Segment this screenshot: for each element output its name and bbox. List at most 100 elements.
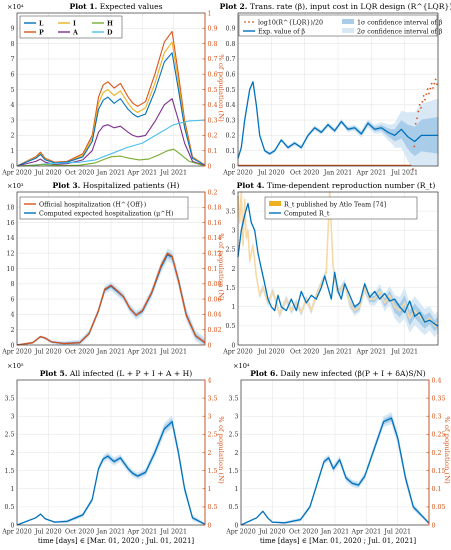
legend-swatch <box>269 201 281 206</box>
legend-swatch-dot <box>252 21 254 23</box>
x-tick-label: Jan 2021 <box>96 349 125 356</box>
x-tick-label: Oct 2020 <box>65 349 94 356</box>
right-tick-label: 0.1 <box>208 266 218 273</box>
x-tick-label: Apr 2021 <box>351 529 382 536</box>
plot-6-chart: 0 0.5 1 1.5 2 2.5 3 3.5 Apr 2020 Jul 2020 Oct 2020… <box>225 377 445 535</box>
legend-box <box>264 196 418 220</box>
right-tick-label: 0.1 <box>208 148 218 155</box>
series-log10-r-lqr-20-dot <box>418 103 421 106</box>
plot-3-title: Plot 3. Hospitalized patients (H) <box>53 181 180 190</box>
x-tick-label: Oct 2020 <box>290 170 319 177</box>
x-tick-label: Oct 2020 <box>65 170 94 177</box>
x-tick-label: Jan 2021 <box>96 529 125 536</box>
plot-6-title-text: Daily new infected (β(P + I + δA)S/N) <box>280 369 425 378</box>
y-tick-label: 2 <box>231 266 235 273</box>
plot-2-title-text: Trans. rate (β), input cost in LQR desig… <box>250 2 451 11</box>
plot-4: Plot 4. Time-dependent reproduction numb… <box>237 181 436 190</box>
series-d <box>16 119 206 167</box>
x-tick-label: Apr 2021 <box>356 349 387 356</box>
y-tick-label: 0.5 <box>4 504 14 511</box>
right-tick-label: 1 <box>208 10 212 17</box>
y-tick-label: 8 <box>10 281 14 288</box>
legend-label: Computed R_t <box>284 210 330 217</box>
axes-frame <box>237 191 439 346</box>
right-tick-label: 0.7 <box>208 56 218 63</box>
series-all-infected <box>16 421 206 526</box>
y-tick-label: 9 <box>10 26 14 33</box>
y-tick-label: 1 <box>10 148 14 155</box>
legend-swatch <box>342 19 354 24</box>
series-log10-r-lqr-20-dot <box>421 100 424 103</box>
legend-label: Computed expected hospitalization (μ^H) <box>39 210 173 217</box>
y-tick-label: 14 <box>6 235 14 242</box>
series-log10-r-lqr-20-dot <box>426 88 429 91</box>
plot-6-right-axis-label: % of population (N) <box>443 416 451 484</box>
right-tick-label: 0.06 <box>208 296 222 303</box>
y-tick-label: 0 <box>10 342 14 349</box>
legend-label: log10(R^{LQR})/20 <box>258 19 323 26</box>
plot-1-title-text: Expected values <box>100 2 163 11</box>
right-tick-label: 0.14 <box>208 235 222 242</box>
plot-4-chart: 0 0.5 1 1.5 2 2.5 3 3.5 4 Apr 2020 Jul 2020 Oct 202… <box>222 187 439 356</box>
right-tick-label: 0.5 <box>208 87 218 94</box>
y-tick-label: 2 <box>10 450 14 457</box>
right-tick-label: 0.4 <box>432 377 442 384</box>
series-log10-r-lqr-20-dot <box>416 117 418 120</box>
right-tick-label: 0.35 <box>432 395 446 402</box>
y-tick-label: 7 <box>10 56 14 63</box>
series-log10-r-lqr-20-dot <box>414 122 417 125</box>
right-tick-label: 0.6 <box>208 72 218 79</box>
plot-4-title-text: Time-dependent reproduction number (R_t) <box>267 181 436 190</box>
y-tick-label: 18 <box>6 205 14 212</box>
y-tick-label: 2 <box>10 327 14 334</box>
right-tick-label: 2 <box>208 450 212 457</box>
right-tick-label: 0.5 <box>208 504 218 511</box>
plot-1: Plot 1. Expected values ×10⁴ % of popula… <box>7 2 225 122</box>
right-tick-label: 0 <box>208 522 212 529</box>
y-tick-label: 3 <box>234 414 238 421</box>
series-log10-r-lqr-20-dot <box>436 83 438 86</box>
series-p <box>16 30 206 167</box>
legend-label: R_t published by Atlo Team [74] <box>284 201 386 208</box>
x-tick-label: Jan 2021 <box>96 170 125 177</box>
y-tick-label: 2.5 <box>225 247 235 254</box>
plot-4-title: Plot 4. Time-dependent reproduction numb… <box>237 181 436 190</box>
y-tick-label: 1.5 <box>225 285 235 292</box>
y-tick-label: 8 <box>10 41 14 48</box>
x-tick-label: Jul 2020 <box>257 349 285 356</box>
y-tick-label: 3 <box>231 228 235 235</box>
series-l <box>16 52 206 167</box>
right-tick-label: 0 <box>208 342 212 349</box>
plot-4-title-bold: Plot 4. <box>237 181 265 190</box>
series-log10-r-lqr-20-dot <box>412 168 414 170</box>
y-tick-label: 1.5 <box>228 468 238 475</box>
x-tick-label: Jan 2021 <box>323 170 352 177</box>
legend-label: Exp. value of β <box>258 28 305 35</box>
right-tick-label: 0.2 <box>208 133 218 140</box>
x-tick-label: Jul 2021 <box>383 529 411 536</box>
x-tick-label: Jul 2021 <box>159 349 187 356</box>
plot-5-right-axis-label: % of population (N) <box>217 416 225 484</box>
series-log10-r-lqr-20-dot <box>430 82 433 85</box>
right-tick-label: 0.25 <box>432 432 446 439</box>
plot-5-title-text: All infected (L + P + I + A + H) <box>69 369 192 378</box>
y-tick-label: 0.1 <box>225 148 235 155</box>
legend-label: D <box>107 29 113 36</box>
plot-2: Plot 2. Trans. rate (β), input cost in L… <box>220 2 451 11</box>
right-tick-label: 0.1 <box>432 486 442 493</box>
x-tick-label: Apr 2021 <box>127 529 158 536</box>
y-tick-label: 3 <box>10 117 14 124</box>
x-tick-label: Jul 2021 <box>159 529 187 536</box>
legend-swatch-dot <box>248 21 250 23</box>
plot-1-exponent: ×10⁴ <box>7 3 24 11</box>
series-computed <box>237 202 439 327</box>
axes-frame <box>237 12 439 167</box>
x-tick-label: Apr 2020 <box>225 529 256 536</box>
right-tick-label: 0.16 <box>208 220 222 227</box>
plot-3-title-bold: Plot 3. <box>53 181 81 190</box>
x-tick-label: Jan 2021 <box>323 349 352 356</box>
plot-5: Plot 5. All infected (L + P + I + A + H)… <box>7 362 225 545</box>
y-tick-label: 6 <box>10 296 14 303</box>
plot-1-chart: 0 1 2 3 4 5 6 7 8 9 Apr 2020 Jul 2020 Oct 2020 Jan 20… <box>1 10 217 176</box>
